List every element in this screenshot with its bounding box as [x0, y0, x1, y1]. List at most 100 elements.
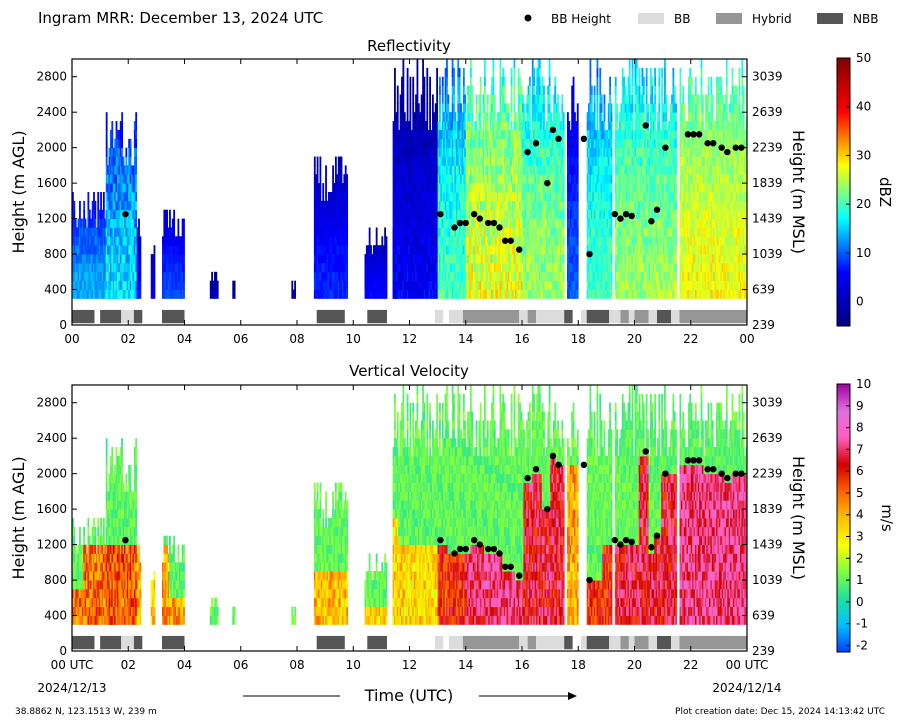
heatmap-cell: [395, 165, 398, 175]
heatmap-cell: [507, 147, 510, 157]
heatmap-cell: [496, 183, 499, 193]
heatmap-cell: [524, 289, 527, 299]
heatmap-cell: [436, 156, 439, 166]
heatmap-cell: [593, 245, 596, 255]
heatmap-cell: [537, 174, 540, 184]
heatmap-cell: [597, 165, 600, 175]
heatmap-cell: [607, 183, 610, 193]
heatmap-cell: [499, 76, 502, 86]
heatmap-cell: [405, 200, 408, 211]
heatmap-cell: [426, 112, 429, 122]
heatmap-cell: [415, 147, 417, 157]
heatmap-cell: [614, 121, 617, 131]
heatmap-cell: [510, 218, 513, 228]
heatmap-cell: [567, 156, 569, 166]
heatmap-cell: [378, 289, 381, 299]
heatmap-cell: [294, 289, 296, 299]
heatmap-cell: [417, 236, 420, 246]
heatmap-cell: [415, 103, 417, 113]
heatmap-cell: [551, 227, 554, 237]
heatmap-cell: [550, 174, 552, 184]
heatmap-cell: [529, 165, 531, 175]
heatmap-cell: [446, 85, 448, 95]
heatmap-cell: [471, 280, 474, 290]
heatmap-cell: [426, 245, 429, 255]
heatmap-cell: [620, 227, 623, 237]
heatmap-cell: [537, 245, 540, 255]
heatmap-cell: [495, 147, 498, 157]
heatmap-cell: [484, 121, 486, 131]
heatmap-cell: [334, 271, 337, 282]
heatmap-cell: [540, 271, 543, 282]
heatmap-cell: [485, 156, 488, 166]
heatmap-cell: [544, 209, 547, 219]
heatmap-cell: [458, 85, 461, 95]
heatmap-cell: [408, 121, 410, 131]
heatmap-cell: [131, 192, 133, 202]
heatmap-cell: [398, 129, 401, 140]
heatmap-cell: [408, 254, 410, 264]
heatmap-cell: [181, 289, 184, 299]
heatmap-cell: [460, 165, 462, 175]
heatmap-cell: [621, 174, 624, 184]
heatmap-cell: [610, 262, 613, 273]
heatmap-cell: [450, 245, 453, 255]
heatmap-cell: [621, 262, 624, 273]
heatmap-cell: [606, 129, 609, 140]
heatmap-cell: [526, 94, 529, 104]
heatmap-cell: [378, 271, 381, 282]
heatmap-cell: [426, 174, 429, 184]
heatmap-cell: [453, 112, 455, 122]
heatmap-cell: [370, 254, 372, 264]
heatmap-cell: [109, 156, 112, 166]
heatmap-cell: [430, 218, 433, 228]
heatmap-cell: [406, 112, 409, 122]
heatmap-cell: [455, 262, 458, 273]
heatmap-cell: [119, 245, 122, 255]
heatmap-cell: [453, 289, 455, 299]
heatmap-cell: [538, 289, 541, 299]
heatmap-cell: [567, 112, 569, 122]
heatmap-cell: [437, 271, 440, 282]
heatmap-cell: [558, 129, 561, 140]
heatmap-cell: [597, 289, 600, 299]
heatmap-cell: [117, 156, 119, 166]
heatmap-cell: [558, 112, 561, 122]
heatmap-cell: [493, 138, 496, 149]
heatmap-cell: [557, 227, 559, 237]
heatmap-cell: [86, 280, 88, 290]
heatmap-cell: [420, 271, 423, 282]
heatmap-cell: [524, 138, 527, 149]
heatmap-cell: [464, 262, 467, 273]
heatmap-cell: [132, 227, 135, 237]
heatmap-cell: [100, 245, 102, 255]
heatmap-cell: [93, 289, 95, 299]
heatmap-cell: [593, 138, 596, 149]
heatmap-cell: [609, 289, 611, 299]
heatmap-cell: [537, 218, 540, 228]
heatmap-cell: [426, 76, 429, 86]
heatmap-cell: [73, 254, 76, 264]
heatmap-cell: [590, 85, 593, 95]
heatmap-cell: [604, 147, 607, 157]
heatmap-cell: [609, 209, 611, 219]
heatmap-cell: [597, 245, 600, 255]
heatmap-cell: [344, 209, 347, 219]
heatmap-cell: [111, 227, 114, 237]
heatmap-cell: [100, 236, 102, 246]
heatmap-cell: [416, 262, 419, 273]
heatmap-cell: [516, 174, 519, 184]
heatmap-cell: [507, 174, 510, 184]
heatmap-cell: [319, 192, 322, 202]
heatmap-cell: [498, 156, 500, 166]
heatmap-cell: [439, 200, 441, 211]
heatmap-cell: [457, 103, 460, 113]
heatmap-cell: [320, 227, 323, 237]
heatmap-cell: [517, 227, 520, 237]
heatmap-cell: [531, 209, 534, 219]
heatmap-cell: [498, 280, 500, 290]
heatmap-cell: [533, 147, 536, 157]
heatmap-cell: [102, 218, 105, 228]
heatmap-cell: [596, 103, 599, 113]
heatmap-cell: [81, 236, 84, 246]
